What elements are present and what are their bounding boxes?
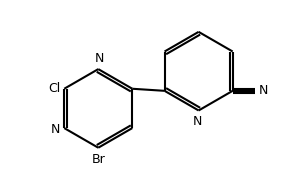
Text: N: N [51,123,60,136]
Text: Br: Br [92,153,105,166]
Text: Cl: Cl [48,82,60,95]
Text: N: N [259,84,268,97]
Text: N: N [193,115,202,128]
Text: N: N [94,52,104,65]
